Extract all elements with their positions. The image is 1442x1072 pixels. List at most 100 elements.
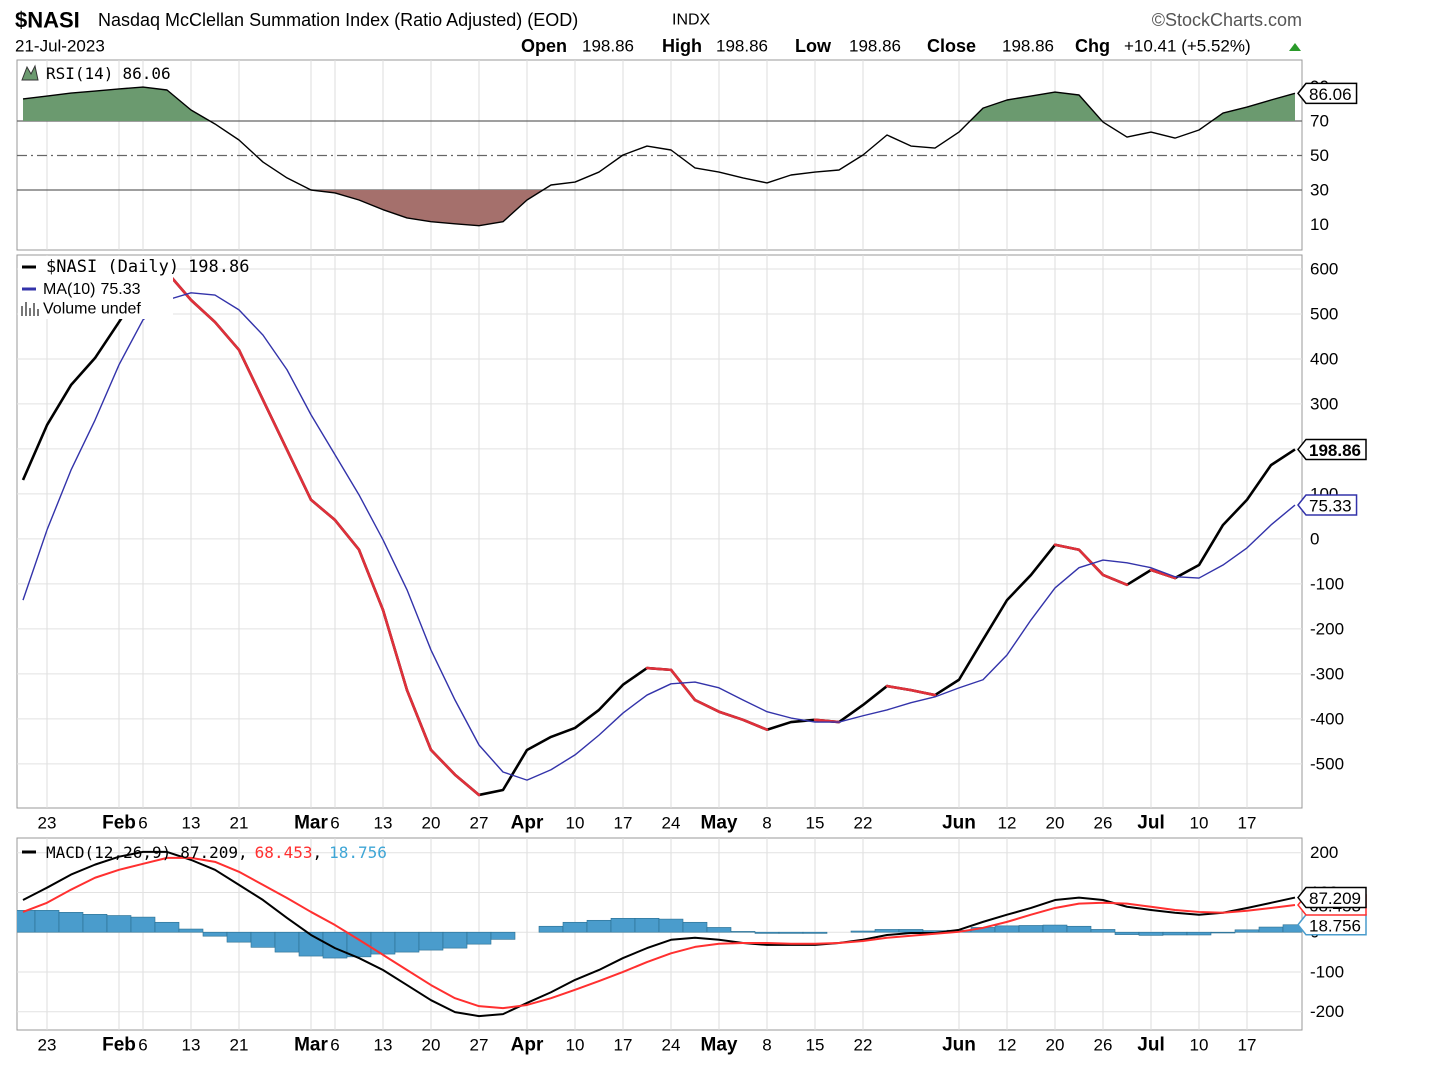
x-tick-label: 20 — [1046, 814, 1065, 833]
histogram-bar — [154, 921, 180, 933]
x-tick-label: 17 — [1238, 814, 1257, 833]
value-tag-box — [1297, 438, 1367, 461]
x-tick-label: 10 — [1190, 814, 1209, 833]
histogram-bar — [250, 931, 276, 948]
x-tick-label: 13 — [182, 814, 201, 833]
histogram-bar — [58, 912, 84, 933]
value-tag-box — [1297, 494, 1358, 516]
quote-value: 198.86 — [582, 37, 634, 56]
legend-name: RSI(14) — [46, 64, 113, 83]
histogram-bar — [730, 931, 756, 933]
histogram-bar — [82, 914, 108, 933]
falling-segment — [669, 668, 697, 702]
falling-segment — [693, 698, 721, 714]
series-line — [22, 292, 1296, 781]
y-tick-label: 0 — [1310, 529, 1319, 548]
falling-segment — [909, 688, 937, 697]
histogram-bar — [466, 931, 492, 945]
x-tick-label: Jun — [942, 1035, 976, 1056]
histogram-bar — [178, 928, 204, 933]
histogram-bar — [1234, 929, 1260, 933]
x-tick-label: 10 — [1190, 1036, 1209, 1055]
histogram-bar — [1258, 926, 1284, 933]
histogram-bar — [34, 910, 60, 933]
x-tick-label: Feb — [102, 813, 136, 834]
falling-segment — [333, 518, 361, 552]
x-tick-label: 23 — [38, 1036, 57, 1055]
histogram-bar — [1090, 929, 1116, 933]
quote-value: 198.86 — [849, 37, 901, 56]
rsi-zone — [23, 87, 1295, 122]
value-tag-label: 18.756 — [1309, 916, 1361, 935]
histogram-bar — [1042, 924, 1068, 933]
histogram-bar — [898, 929, 924, 933]
y-tick-label: -200 — [1310, 1002, 1344, 1021]
x-tick-label: 20 — [1046, 1036, 1065, 1055]
quote-label: Chg — [1075, 36, 1110, 56]
x-tick-label: 6 — [330, 1036, 339, 1055]
x-tick-label: 8 — [762, 1036, 771, 1055]
x-tick-label: 27 — [470, 814, 489, 833]
legend-name: $NASI (Daily) — [46, 257, 179, 277]
histogram-bar — [418, 931, 444, 951]
x-tick-label: Jun — [942, 813, 976, 834]
histogram-bar — [274, 931, 300, 953]
falling-segment — [309, 498, 337, 522]
x-tick-label: Jul — [1137, 1035, 1164, 1056]
histogram-bar — [850, 930, 876, 933]
quote-value: 198.86 — [1002, 37, 1054, 56]
quote-label: Low — [795, 36, 832, 56]
value-tag: 198.86 — [1297, 438, 1367, 461]
quote-value: 198.86 — [716, 37, 768, 56]
plot-area — [17, 850, 1302, 1018]
y-tick-label: 500 — [1310, 304, 1338, 323]
falling-segment — [1053, 543, 1081, 552]
x-tick-label: 6 — [138, 814, 147, 833]
falling-segment — [213, 320, 241, 352]
x-tick-label: 21 — [230, 814, 249, 833]
legend: MACD(12,26,9) 87.209, 68.453, 18.756 — [46, 843, 387, 862]
x-tick-label: 26 — [1094, 814, 1113, 833]
falling-segment — [261, 398, 289, 452]
index-name: Nasdaq McClellan Summation Index (Ratio … — [98, 10, 578, 30]
histogram-bar — [586, 919, 612, 933]
source: ©StockCharts.com — [1152, 10, 1302, 30]
x-tick-label: Jul — [1137, 813, 1164, 834]
x-tick-label: Apr — [511, 813, 544, 834]
x-tick-label: 13 — [374, 814, 393, 833]
up-arrow — [1289, 43, 1301, 51]
x-tick-label: 6 — [138, 1036, 147, 1055]
quote-label: High — [662, 36, 702, 56]
legend: $NASI (Daily) 198.86 — [46, 257, 249, 277]
y-tick-label: -200 — [1310, 619, 1344, 638]
plot-area — [22, 86, 1296, 227]
y-tick-label: 30 — [1310, 181, 1329, 200]
value-tag: 86.06 — [1297, 82, 1358, 105]
histogram-bar — [682, 921, 708, 933]
y-tick-label: 300 — [1310, 394, 1338, 413]
histogram-bar — [370, 931, 396, 955]
quote-label: Open — [521, 36, 567, 56]
y-tick-label: -100 — [1310, 962, 1344, 981]
x-tick-label: 12 — [998, 814, 1017, 833]
x-tick-label: 15 — [806, 1036, 825, 1055]
y-tick-label: 10 — [1310, 215, 1329, 234]
legend-value: 198.86 — [188, 257, 249, 277]
x-tick-label: 6 — [330, 814, 339, 833]
histogram-bar — [610, 917, 636, 933]
series-line — [22, 856, 1296, 1010]
histogram-bar — [562, 921, 588, 933]
histogram-bar — [874, 929, 900, 933]
x-tick-label: 20 — [422, 1036, 441, 1055]
y-tick-label: -500 — [1310, 754, 1344, 773]
falling-segment — [741, 718, 769, 732]
falling-segment — [357, 548, 385, 612]
histogram-bar — [1162, 931, 1188, 936]
histogram-bar — [394, 931, 420, 953]
falling-segment — [1149, 568, 1177, 580]
histogram-bar — [994, 925, 1020, 933]
falling-segment — [1101, 573, 1129, 587]
y-tick-label: -300 — [1310, 664, 1344, 683]
x-tick-label: 24 — [662, 1036, 681, 1055]
histogram-bar — [1282, 924, 1302, 933]
